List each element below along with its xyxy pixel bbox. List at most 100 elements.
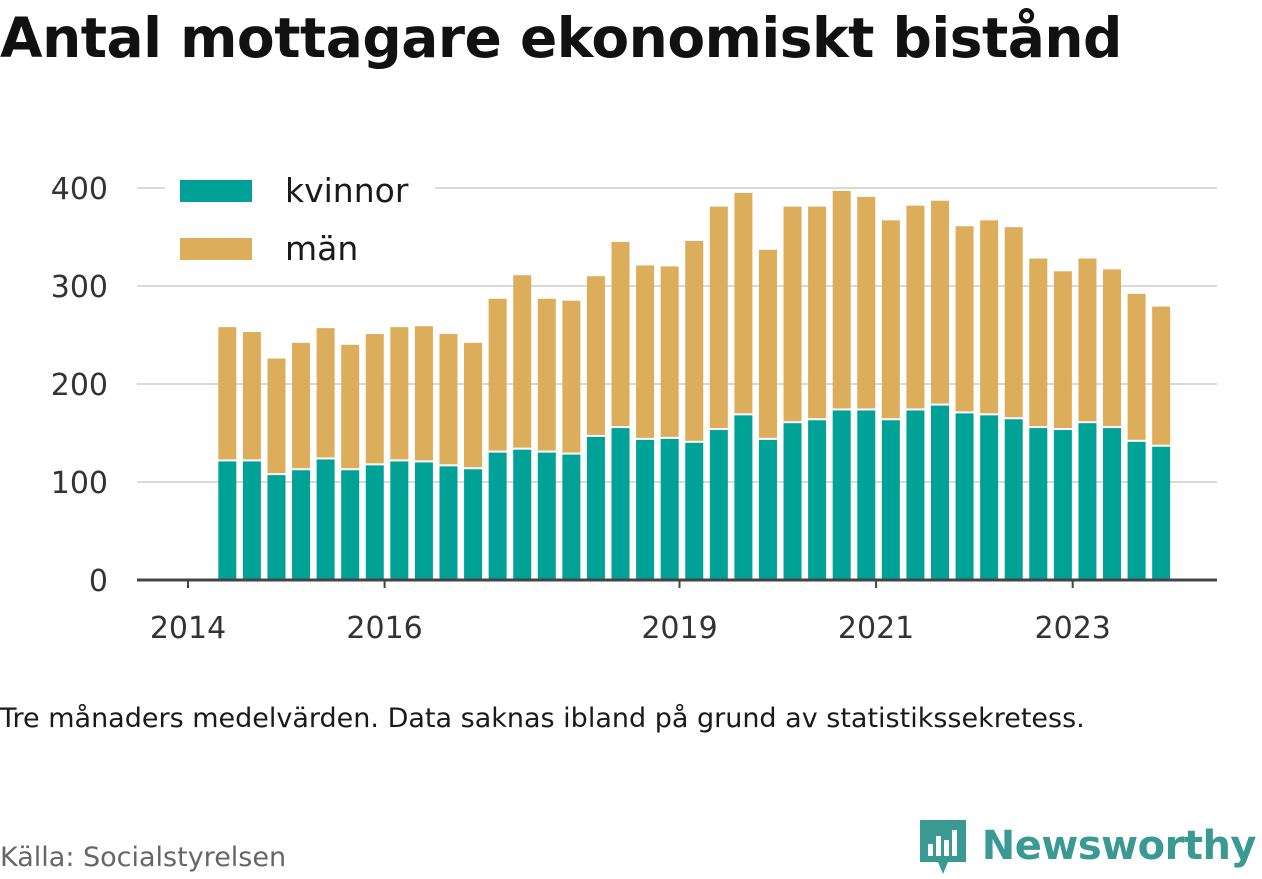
newsworthy-logo-icon — [919, 820, 966, 874]
bar-kvinnor — [783, 423, 802, 580]
bar-man — [808, 206, 827, 419]
y-tick-label: 200 — [51, 368, 108, 403]
bar-kvinnor — [832, 410, 851, 580]
bar-kvinnor — [242, 461, 261, 580]
bar-man — [832, 190, 851, 409]
bar-kvinnor — [857, 410, 876, 580]
bar-man — [636, 265, 655, 438]
legend: kvinnor män — [165, 168, 435, 278]
bar-kvinnor — [906, 410, 925, 580]
stacked-bar-chart: 0 100 200 300 400 2014 2016 2019 2021 2023 kvinn… — [51, 168, 1217, 646]
bar-kvinnor — [218, 461, 237, 580]
bar-kvinnor — [930, 405, 949, 580]
newsworthy-logo[interactable]: Newsworthy — [918, 816, 1257, 876]
bar-man — [242, 332, 261, 460]
bar-kvinnor — [734, 415, 753, 580]
bar-kvinnor — [685, 442, 704, 580]
x-tick-label: 2021 — [838, 611, 914, 646]
bar-man — [734, 192, 753, 414]
bar-kvinnor — [586, 436, 605, 580]
bar-man — [316, 328, 335, 458]
chart-note: Tre månaders medelvärden. Data saknas ib… — [0, 703, 1085, 734]
bar-kvinnor — [1078, 423, 1097, 580]
bar-man — [390, 327, 409, 460]
bar-kvinnor — [439, 466, 458, 580]
bar-kvinnor — [537, 452, 556, 580]
legend-label-man: män — [285, 229, 358, 268]
source-label: Källa: Socialstyrelsen — [0, 842, 287, 873]
bar-kvinnor — [660, 438, 679, 580]
bar-man — [1029, 258, 1048, 427]
bar-man — [906, 205, 925, 409]
bar-man — [955, 226, 974, 412]
bar-kvinnor — [267, 475, 286, 580]
bar-man — [1127, 293, 1146, 440]
bar-man — [292, 342, 311, 469]
bar-kvinnor — [488, 452, 507, 580]
bar-man — [513, 275, 532, 448]
bar-man — [488, 298, 507, 451]
y-tick-label: 100 — [51, 466, 108, 501]
bar-kvinnor — [341, 470, 360, 580]
y-tick-label: 300 — [51, 270, 108, 305]
bar-kvinnor — [1004, 419, 1023, 580]
bar-man — [660, 266, 679, 437]
bar-man — [1053, 271, 1072, 429]
bar-kvinnor — [1152, 446, 1171, 580]
bar-man — [341, 344, 360, 469]
bar-man — [439, 334, 458, 465]
y-tick-label: 400 — [51, 172, 108, 207]
bar-kvinnor — [390, 461, 409, 580]
y-tick-labels: 0 100 200 300 400 — [51, 172, 108, 599]
bar-man — [611, 241, 630, 427]
legend-swatch-man — [180, 238, 252, 260]
bar-man — [267, 358, 286, 474]
bar-man — [365, 334, 384, 464]
bar-man — [218, 327, 237, 460]
bar-man — [783, 206, 802, 422]
bar-man — [562, 300, 581, 453]
x-tick-label: 2019 — [641, 611, 717, 646]
x-tick-label: 2014 — [150, 611, 226, 646]
bar-kvinnor — [709, 430, 728, 580]
bar-man — [685, 240, 704, 441]
bar-man — [881, 220, 900, 419]
bar-kvinnor — [758, 439, 777, 580]
bar-kvinnor — [1053, 430, 1072, 580]
bar-kvinnor — [1029, 428, 1048, 580]
bar-kvinnor — [316, 459, 335, 580]
bar-kvinnor — [1103, 428, 1122, 580]
bar-man — [586, 276, 605, 435]
bar-kvinnor — [955, 413, 974, 580]
bar-man — [1004, 227, 1023, 418]
legend-label-kvinnor: kvinnor — [285, 171, 409, 210]
bar-kvinnor — [464, 469, 483, 580]
bar-man — [758, 249, 777, 438]
bars — [218, 190, 1171, 580]
bar-kvinnor — [808, 420, 827, 580]
bar-kvinnor — [562, 454, 581, 580]
bar-kvinnor — [414, 462, 433, 580]
bar-man — [1152, 306, 1171, 445]
bar-man — [464, 342, 483, 468]
bar-man — [857, 196, 876, 409]
bar-man — [1103, 269, 1122, 427]
x-tick-label: 2023 — [1035, 611, 1111, 646]
brand-name: Newsworthy — [981, 823, 1257, 869]
bar-man — [709, 206, 728, 429]
y-tick-label: 0 — [89, 564, 108, 599]
bar-man — [1078, 258, 1097, 422]
bar-man — [414, 326, 433, 461]
x-tick-label: 2016 — [346, 611, 422, 646]
x-axis: 2014 2016 2019 2021 2023 — [137, 578, 1217, 646]
bar-man — [537, 298, 556, 451]
bar-kvinnor — [980, 415, 999, 580]
bar-man — [930, 200, 949, 404]
bar-kvinnor — [292, 470, 311, 580]
bar-kvinnor — [1127, 441, 1146, 580]
chart-title: Antal mottagare ekonomiskt bistånd — [0, 6, 1122, 70]
bar-kvinnor — [881, 420, 900, 580]
bar-kvinnor — [636, 439, 655, 580]
bar-kvinnor — [611, 428, 630, 580]
bar-man — [980, 220, 999, 414]
